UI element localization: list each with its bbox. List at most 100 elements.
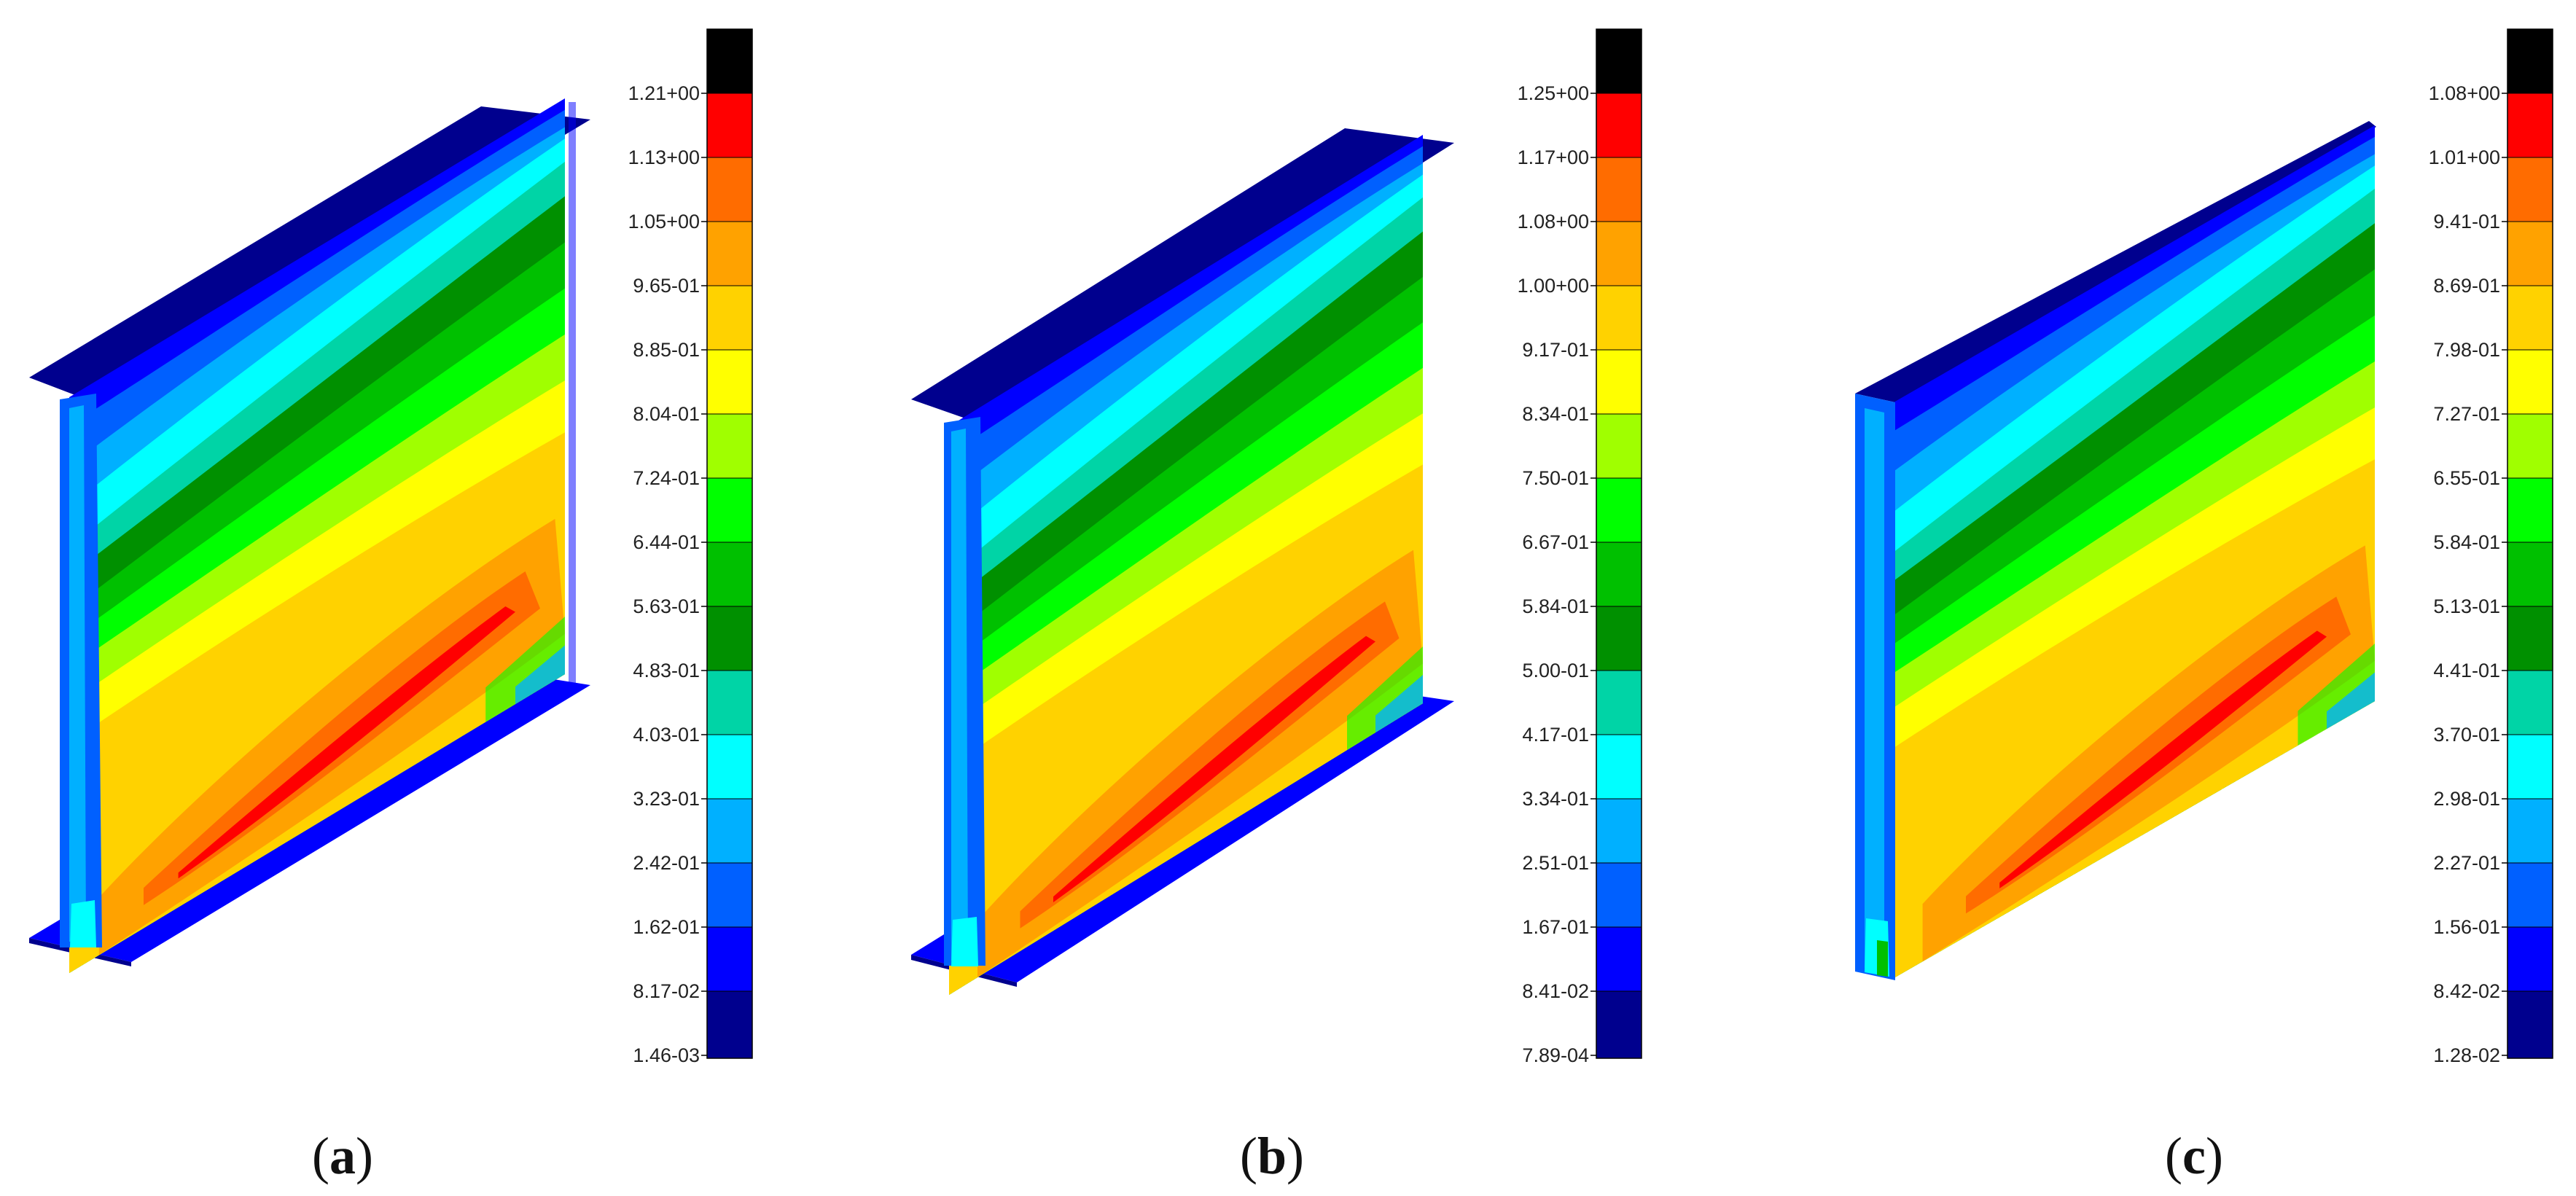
panel-a-colorbar-band <box>706 93 753 158</box>
panel-a-tick-label: 2.42-01 <box>633 852 700 874</box>
panel-a-colorbar-band <box>706 413 753 479</box>
panel-a-colorbar-band <box>706 542 753 607</box>
panel-c-plate <box>1855 121 2376 980</box>
panel-b-colorbar-band <box>1596 28 1642 94</box>
panel-b-colorbar-frame <box>1596 28 1642 1059</box>
panel-c-tick-label: 1.01+00 <box>2429 146 2500 168</box>
panel-b-tick-label: 5.00-01 <box>1522 660 1589 681</box>
panel-b-colorbar-band <box>1596 542 1642 607</box>
panel-c-colorbar-band <box>2507 221 2553 286</box>
panel-c-tick-label: 7.27-01 <box>2433 403 2500 425</box>
panel-b-tick-label: 9.17-01 <box>1522 339 1589 361</box>
panel-a-colorbar-band <box>706 990 753 1059</box>
panel-c-colorbar-band <box>2507 93 2553 158</box>
panel-a-colorbar-band <box>706 926 753 992</box>
panel-c-colorbar-band <box>2507 542 2553 607</box>
panel-a-colorbar-band <box>706 157 753 222</box>
panel-c-tick-label: 3.70-01 <box>2433 724 2500 746</box>
panel-c-tick-label: 8.42-02 <box>2433 980 2500 1002</box>
panel-b: 1.25+00 1.17+00 1.08+00 1.00+00 9.17-01 8.34-… <box>911 28 1642 1185</box>
panel-c-colorbar-band <box>2507 285 2553 351</box>
panel-b-colorbar-band <box>1596 349 1642 415</box>
panel-c-tick-label: 5.84-01 <box>2433 531 2500 553</box>
panel-c-colorbar-band <box>2507 862 2553 928</box>
panel-b-tick-label: 6.67-01 <box>1522 531 1589 553</box>
panel-c-colorbar-band <box>2507 28 2553 94</box>
panel-b-tick-label: 4.17-01 <box>1522 724 1589 746</box>
panel-c-tick-label: 1.56-01 <box>2433 916 2500 938</box>
panel-a-colorbar: 1.21+00 1.13+00 1.05+00 9.65-01 8.85-01 8.04-… <box>628 28 753 1066</box>
panel-c-tick-label: 7.98-01 <box>2433 339 2500 361</box>
panel-b-tick-label: 1.17+00 <box>1518 146 1589 168</box>
panel-c-colorbar-band <box>2507 477 2553 543</box>
panel-a-tick-label: 1.46-03 <box>633 1044 700 1066</box>
panel-c-colorbar-band <box>2507 990 2553 1059</box>
panel-b-colorbar-band <box>1596 734 1642 800</box>
panel-c-tick-label: 8.69-01 <box>2433 275 2500 297</box>
panel-b-tick-label: 1.08+00 <box>1518 211 1589 232</box>
panel-b-tick-label: 3.34-01 <box>1522 788 1589 810</box>
panel-a-colorbar-band <box>706 349 753 415</box>
panel-b-tick-label: 8.41-02 <box>1522 980 1589 1002</box>
panel-a-colorbar-frame <box>706 28 753 1059</box>
panel-b-colorbar-band <box>1596 862 1642 928</box>
panel-a-tick-label: 4.03-01 <box>633 724 700 746</box>
panel-b-tick-label: 5.84-01 <box>1522 595 1589 617</box>
panel-c-colorbar: 1.08+00 1.01+00 9.41-01 8.69-01 7.98-01 7.27-… <box>2429 28 2553 1066</box>
panel-a-colorbar-band <box>706 477 753 543</box>
panel-a-tick-label: 5.63-01 <box>633 595 700 617</box>
panel-a-colorbar-band <box>706 221 753 286</box>
panel-b-colorbar-band <box>1596 477 1642 543</box>
panel-b-tick-label: 1.00+00 <box>1518 275 1589 297</box>
panel-a-tick-label: 1.21+00 <box>628 82 700 104</box>
panel-c-label: (c) <box>2165 1127 2223 1185</box>
panel-b-colorbar-band <box>1596 990 1642 1059</box>
panel-a-tick-label: 8.17-02 <box>633 980 700 1002</box>
panel-c-colorbar-band <box>2507 734 2553 800</box>
panel-c-tick-label: 6.55-01 <box>2433 467 2500 489</box>
panel-a: 1.21+00 1.13+00 1.05+00 9.65-01 8.85-01 8.04-… <box>29 28 753 1185</box>
panel-a-tick-label: 3.23-01 <box>633 788 700 810</box>
panel-c-tick-label: 4.41-01 <box>2433 660 2500 681</box>
panel-a-colorbar-band <box>706 798 753 864</box>
panel-b-beam <box>911 128 1454 995</box>
panel-c-colorbar-band <box>2507 349 2553 415</box>
panel-a-tick-label: 1.62-01 <box>633 916 700 938</box>
panel-b-colorbar-band <box>1596 670 1642 735</box>
panel-c-top-edge <box>1855 121 2376 402</box>
panel-a-tick-label: 4.83-01 <box>633 660 700 681</box>
panel-a-colorbar-band <box>706 28 753 94</box>
panel-b-tick-label: 8.34-01 <box>1522 403 1589 425</box>
panel-b-tick-label: 7.50-01 <box>1522 467 1589 489</box>
panel-a-tick-label: 8.04-01 <box>633 403 700 425</box>
panel-a-tick-label: 1.13+00 <box>628 146 700 168</box>
panel-a-tick-label: 9.65-01 <box>633 275 700 297</box>
panel-a-colorbar-band <box>706 606 753 671</box>
panel-c-tick-label: 2.98-01 <box>2433 788 2500 810</box>
panel-b-colorbar-band <box>1596 93 1642 158</box>
panel-a-colorbar-band <box>706 670 753 735</box>
panel-c-colorbar-band <box>2507 606 2553 671</box>
panel-c-colorbar-band <box>2507 413 2553 479</box>
panel-b-tick-label: 2.51-01 <box>1522 852 1589 874</box>
panel-a-label: (a) <box>312 1127 373 1185</box>
panel-b-colorbar-band <box>1596 798 1642 864</box>
panel-a-colorbar-band <box>706 285 753 351</box>
panel-b-tick-label: 1.67-01 <box>1522 916 1589 938</box>
panel-c-tick-label: 9.41-01 <box>2433 211 2500 232</box>
panel-a-tick-label: 6.44-01 <box>633 531 700 553</box>
panel-b-colorbar: 1.25+00 1.17+00 1.08+00 1.00+00 9.17-01 8.34-… <box>1518 28 1642 1066</box>
panel-c-tick-label: 1.28-02 <box>2433 1044 2500 1066</box>
panel-c-colorbar-band <box>2507 157 2553 222</box>
panel-c: 1.08+00 1.01+00 9.41-01 8.69-01 7.98-01 7.27-… <box>1855 28 2553 1185</box>
panel-b-colorbar-band <box>1596 413 1642 479</box>
panel-c-tick-label: 1.08+00 <box>2429 82 2500 104</box>
panel-b-colorbar-band <box>1596 221 1642 286</box>
panel-c-colorbar-frame <box>2507 28 2553 1059</box>
panel-b-tick-label: 7.89-04 <box>1522 1044 1589 1066</box>
panel-b-colorbar-band <box>1596 157 1642 222</box>
panel-b-colorbar-band <box>1596 926 1642 992</box>
panel-a-tick-label: 1.05+00 <box>628 211 700 232</box>
panel-a-colorbar-band <box>706 862 753 928</box>
